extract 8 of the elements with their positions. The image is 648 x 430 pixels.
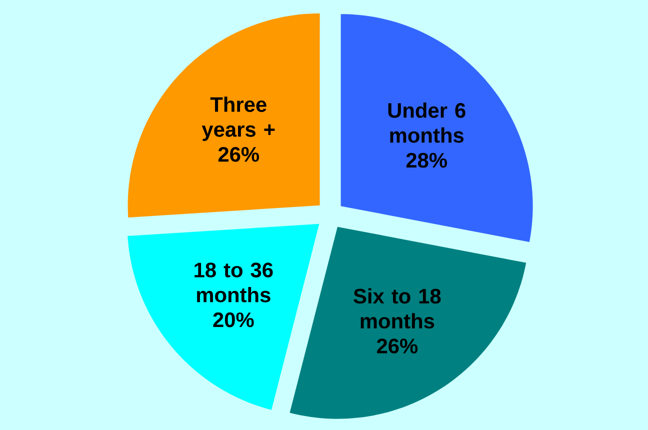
data-label: 28% [406, 152, 447, 168]
slice-label: Under 6 months [388, 102, 466, 143]
data-label: 20% [213, 312, 254, 328]
slice-label: Six to 18 months [354, 288, 441, 329]
data-label: 26% [218, 146, 259, 162]
slice-label: 18 to 36 months [194, 262, 273, 302]
data-label: 26% [376, 338, 418, 354]
slice-label: Three years + [202, 96, 275, 142]
